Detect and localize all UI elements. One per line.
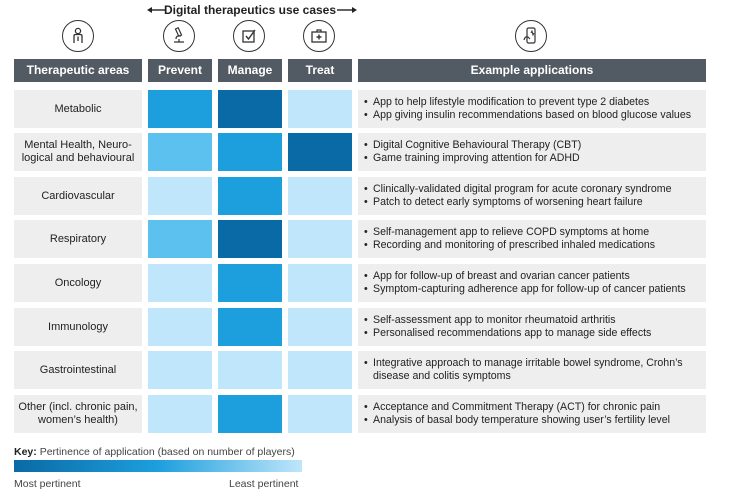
header-treat: Treat <box>288 59 352 82</box>
header-example-applications: Example applications <box>358 59 706 82</box>
treat-pertinence-cell <box>288 133 352 171</box>
prevent-pertinence-cell <box>148 395 212 433</box>
manage-pertinence-cell <box>218 133 282 171</box>
manage-pertinence-cell <box>218 90 282 128</box>
example-applications-cell: Self-assessment app to monitor rheumatoi… <box>358 308 706 346</box>
prevent-pertinence-cell <box>148 308 212 346</box>
manage-pertinence-cell <box>218 308 282 346</box>
therapeutic-area-cell: Oncology <box>14 264 142 302</box>
header-manage: Manage <box>218 59 282 82</box>
key-label-bold: Key: <box>14 446 37 458</box>
treat-pertinence-cell <box>288 395 352 433</box>
application-bullet: Personalised recommendations app to mana… <box>364 327 651 341</box>
manage-pertinence-cell <box>218 395 282 433</box>
left-arrow-icon <box>147 2 167 22</box>
application-bullet: Self-assessment app to monitor rheumatoi… <box>364 314 651 328</box>
therapeutic-area-cell: Cardiovascular <box>14 177 142 215</box>
application-bullet: App for follow-up of breast and ovarian … <box>364 270 686 284</box>
manage-pertinence-cell <box>218 177 282 215</box>
application-bullet: Digital Cognitive Behavioural Therapy (C… <box>364 139 581 153</box>
application-bullet: Patch to detect early symptoms of worsen… <box>364 196 672 210</box>
key-most-pertinent: Most pertinent <box>14 478 81 490</box>
application-bullet: Clinically-validated digital program for… <box>364 183 672 197</box>
application-bullet: Acceptance and Commitment Therapy (ACT) … <box>364 401 670 415</box>
treat-pertinence-cell <box>288 220 352 258</box>
treat-pertinence-cell <box>288 308 352 346</box>
treat-pertinence-cell <box>288 351 352 389</box>
application-bullet: Symptom-capturing adherence app for foll… <box>364 283 686 297</box>
prevent-pertinence-cell <box>148 351 212 389</box>
therapeutic-area-cell: Gastrointestinal <box>14 351 142 389</box>
example-applications-cell: Clinically-validated digital program for… <box>358 177 706 215</box>
first-aid-kit-icon <box>303 20 335 52</box>
header-prevent: Prevent <box>148 59 212 82</box>
application-bullet: App giving insulin recommendations based… <box>364 109 691 123</box>
prevent-pertinence-cell <box>148 220 212 258</box>
therapeutic-area-cell: Metabolic <box>14 90 142 128</box>
use-cases-title: Digital therapeutics use cases <box>163 3 337 17</box>
prevent-pertinence-cell <box>148 177 212 215</box>
treat-pertinence-cell <box>288 90 352 128</box>
therapeutic-area-cell: Other (incl. chronic pain, women’s healt… <box>14 395 142 433</box>
manage-pertinence-cell <box>218 351 282 389</box>
phone-health-icon <box>515 20 547 52</box>
manage-pertinence-cell <box>218 220 282 258</box>
therapeutic-area-cell: Mental Health, Neuro-logical and behavio… <box>14 133 142 171</box>
right-arrow-icon <box>337 2 357 22</box>
key-gradient-bar <box>14 460 302 472</box>
application-bullet: App to help lifestyle modification to pr… <box>364 96 691 110</box>
prevent-pertinence-cell <box>148 264 212 302</box>
therapeutic-area-cell: Respiratory <box>14 220 142 258</box>
application-bullet: Analysis of basal body temperature showi… <box>364 414 670 428</box>
treat-pertinence-cell <box>288 177 352 215</box>
manage-pertinence-cell <box>218 264 282 302</box>
example-applications-cell: Integrative approach to manage irritable… <box>358 351 706 389</box>
application-bullet: Integrative approach to manage irritable… <box>364 357 706 384</box>
example-applications-cell: Acceptance and Commitment Therapy (ACT) … <box>358 395 706 433</box>
treat-pertinence-cell <box>288 264 352 302</box>
key-least-pertinent: Least pertinent <box>229 478 299 490</box>
prevent-pertinence-cell <box>148 133 212 171</box>
example-applications-cell: Self-management app to relieve COPD symp… <box>358 220 706 258</box>
microscope-icon <box>163 20 195 52</box>
therapeutic-area-cell: Immunology <box>14 308 142 346</box>
application-bullet: Game training improving attention for AD… <box>364 152 581 166</box>
key-label: Key: Pertinence of application (based on… <box>14 445 295 459</box>
prevent-pertinence-cell <box>148 90 212 128</box>
header-therapeutic-areas: Therapeutic areas <box>14 59 142 82</box>
checkbox-icon <box>233 20 265 52</box>
example-applications-cell: App to help lifestyle modification to pr… <box>358 90 706 128</box>
example-applications-cell: App for follow-up of breast and ovarian … <box>358 264 706 302</box>
person-info-icon <box>62 20 94 52</box>
example-applications-cell: Digital Cognitive Behavioural Therapy (C… <box>358 133 706 171</box>
application-bullet: Self-management app to relieve COPD symp… <box>364 226 655 240</box>
key-label-text: Pertinence of application (based on numb… <box>39 446 295 458</box>
application-bullet: Recording and monitoring of prescribed i… <box>364 239 655 253</box>
